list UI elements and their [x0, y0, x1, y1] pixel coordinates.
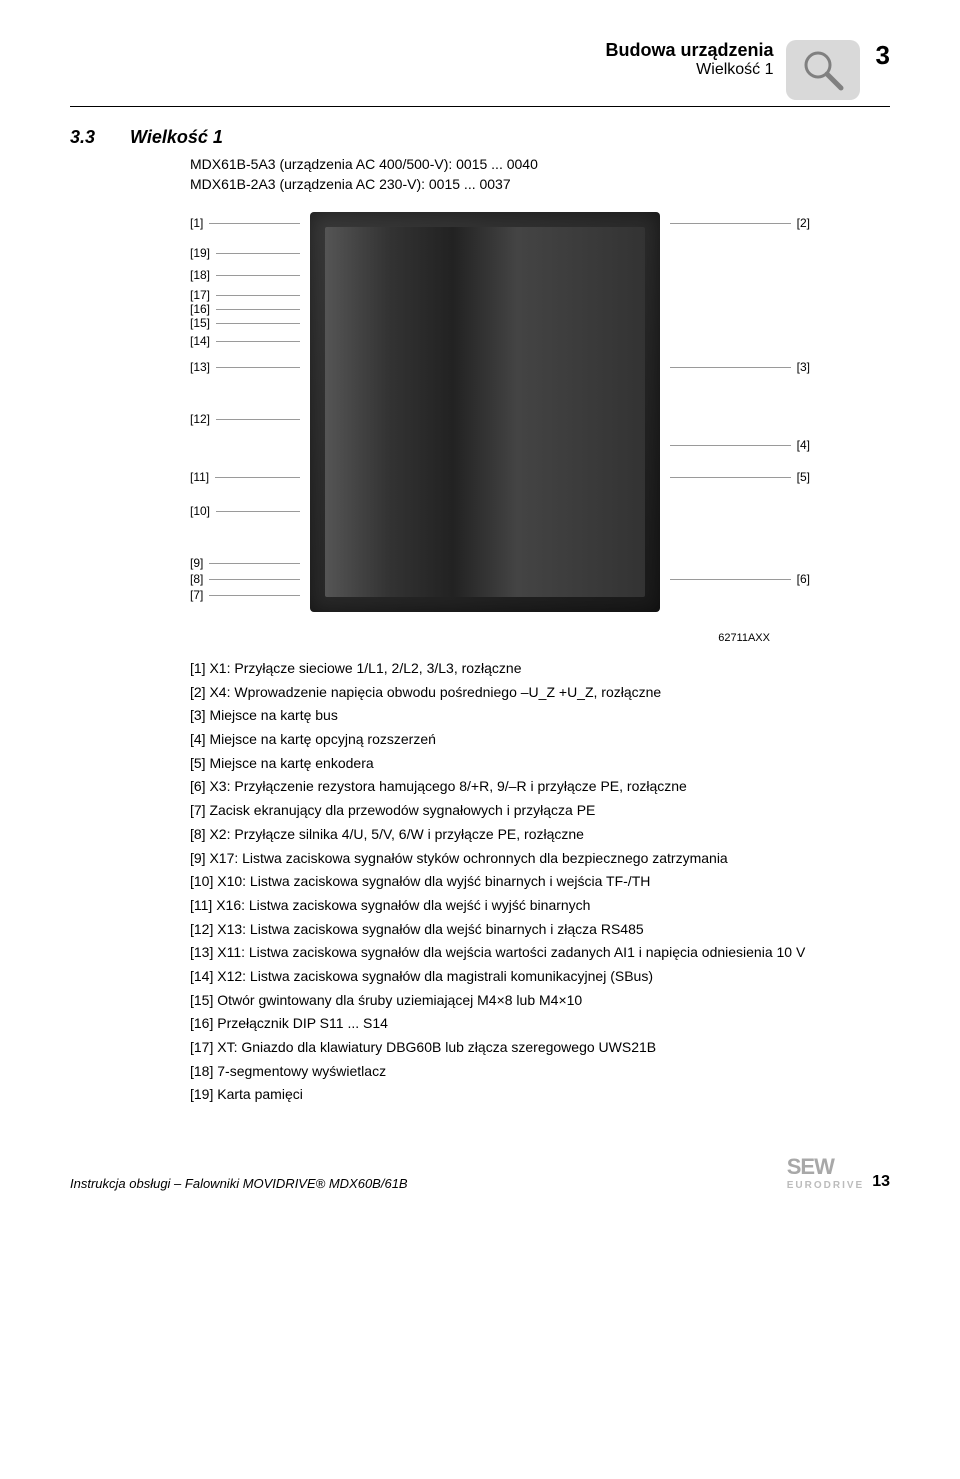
section-number: 3.3: [70, 127, 130, 148]
logo-top: SEW: [787, 1154, 834, 1179]
legend-item: [9] X17: Listwa zaciskowa sygnałów stykó…: [190, 848, 890, 870]
callout-left: [11]: [190, 470, 300, 484]
legend: [1] X1: Przyłącze sieciowe 1/L1, 2/L2, 3…: [190, 658, 890, 1106]
section-title: Wielkość 1: [130, 127, 223, 148]
callout-label: [15]: [190, 316, 210, 330]
callout-label: [4]: [797, 438, 810, 452]
page-header: Budowa urządzenia Wielkość 1 3: [70, 40, 890, 107]
image-code: 62711AXX: [70, 632, 770, 644]
callout-label: [12]: [190, 412, 210, 426]
callout-label: [10]: [190, 504, 210, 518]
callout-left: [17]: [190, 288, 300, 302]
callout-left: [10]: [190, 504, 300, 518]
legend-item: [1] X1: Przyłącze sieciowe 1/L1, 2/L2, 3…: [190, 658, 890, 680]
model-list: MDX61B-5A3 (urządzenia AC 400/500-V): 00…: [190, 156, 890, 192]
legend-item: [3] Miejsce na kartę bus: [190, 705, 890, 727]
legend-item: [15] Otwór gwintowany dla śruby uziemiaj…: [190, 990, 890, 1012]
device-photo: [310, 212, 660, 612]
legend-item: [4] Miejsce na kartę opcyjną rozszerzeń: [190, 729, 890, 751]
legend-item: [6] X3: Przyłączenie rezystora hamująceg…: [190, 776, 890, 798]
callout-right: [2]: [670, 216, 810, 230]
callout-left: [1]: [190, 216, 300, 230]
chapter-number: 3: [876, 40, 890, 71]
page-number: 13: [872, 1173, 890, 1191]
diagram: [1] [19] [18] [17][16][15] [14] [13] [12] [11] […: [190, 212, 810, 622]
legend-item: [7] Zacisk ekranujący dla przewodów sygn…: [190, 800, 890, 822]
callout-left: [13]: [190, 360, 300, 374]
callout-label: [9]: [190, 556, 203, 570]
legend-item: [14] X12: Listwa zaciskowa sygnałów dla …: [190, 966, 890, 988]
callout-label: [3]: [797, 360, 810, 374]
callout-label: [18]: [190, 268, 210, 282]
footer-logo: SEW EURODRIVE: [787, 1154, 864, 1191]
legend-item: [16] Przełącznik DIP S11 ... S14: [190, 1013, 890, 1035]
callout-label: [7]: [190, 588, 203, 602]
model-line: MDX61B-5A3 (urządzenia AC 400/500-V): 00…: [190, 156, 890, 172]
callout-label: [19]: [190, 246, 210, 260]
header-title: Budowa urządzenia: [606, 40, 774, 61]
callout-label: [16]: [190, 302, 210, 316]
callout-left: [9]: [190, 556, 300, 570]
callout-label: [13]: [190, 360, 210, 374]
callout-left: [18]: [190, 268, 300, 282]
header-text: Budowa urządzenia Wielkość 1: [606, 40, 774, 79]
callout-label: [6]: [797, 572, 810, 586]
logo-bottom: EURODRIVE: [787, 1180, 864, 1191]
callout-right: [5]: [670, 470, 810, 484]
callout-left: [7]: [190, 588, 300, 602]
page-footer: Instrukcja obsługi – Falowniki MOVIDRIVE…: [70, 1146, 890, 1191]
callout-left: [16]: [190, 302, 300, 316]
legend-item: [5] Miejsce na kartę enkodera: [190, 753, 890, 775]
legend-item: [11] X16: Listwa zaciskowa sygnałów dla …: [190, 895, 890, 917]
callout-left: [15]: [190, 316, 300, 330]
legend-item: [10] X10: Listwa zaciskowa sygnałów dla …: [190, 871, 890, 893]
callout-right: [3]: [670, 360, 810, 374]
legend-item: [19] Karta pamięci: [190, 1084, 890, 1106]
callout-left: [14]: [190, 334, 300, 348]
section-heading: 3.3 Wielkość 1: [70, 127, 890, 148]
callout-label: [5]: [797, 470, 810, 484]
legend-item: [8] X2: Przyłącze silnika 4/U, 5/V, 6/W …: [190, 824, 890, 846]
model-line: MDX61B-2A3 (urządzenia AC 230-V): 0015 .…: [190, 176, 890, 192]
legend-item: [2] X4: Wprowadzenie napięcia obwodu poś…: [190, 682, 890, 704]
callout-left: [19]: [190, 246, 300, 260]
footer-text: Instrukcja obsługi – Falowniki MOVIDRIVE…: [70, 1176, 408, 1191]
legend-item: [18] 7-segmentowy wyświetlacz: [190, 1061, 890, 1083]
header-subtitle: Wielkość 1: [606, 61, 774, 79]
magnifier-icon: [801, 48, 845, 92]
callout-label: [8]: [190, 572, 203, 586]
callout-label: [1]: [190, 216, 203, 230]
callout-label: [11]: [190, 470, 209, 484]
callout-left: [12]: [190, 412, 300, 426]
callout-right: [6]: [670, 572, 810, 586]
callout-left: [8]: [190, 572, 300, 586]
legend-item: [13] X11: Listwa zaciskowa sygnałów dla …: [190, 942, 890, 964]
header-icon-box: [786, 40, 860, 100]
legend-item: [17] XT: Gniazdo dla klawiatury DBG60B l…: [190, 1037, 890, 1059]
callout-label: [14]: [190, 334, 210, 348]
callout-right: [4]: [670, 438, 810, 452]
callout-label: [2]: [797, 216, 810, 230]
legend-item: [12] X13: Listwa zaciskowa sygnałów dla …: [190, 919, 890, 941]
callout-label: [17]: [190, 288, 210, 302]
